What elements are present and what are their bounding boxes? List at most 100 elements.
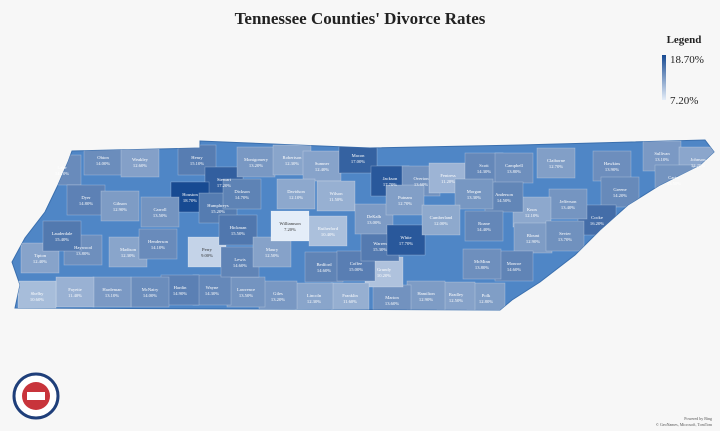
county-value: 15.40% (55, 237, 69, 242)
county-name: Warren (373, 241, 387, 246)
county-value: 13.40% (561, 205, 575, 210)
county-name: Knox (527, 207, 538, 212)
attribution: © GeoNames, Microsoft, TomTom (656, 422, 713, 428)
county-value: 12.30% (307, 299, 321, 304)
county-value: 17.20% (217, 183, 231, 188)
county-value: 11.60% (343, 299, 357, 304)
county-value: 14.20% (613, 193, 627, 198)
county-name: Macon (352, 153, 365, 158)
county-value: 11.50% (329, 197, 343, 202)
county-value: 15.10% (190, 161, 204, 166)
county-value: 10.20% (377, 273, 391, 278)
county-value: 14.10% (151, 245, 165, 250)
county-value: 12.00% (434, 221, 448, 226)
county-labels: Lake14.10%Obion14.00%Weakley12.60%Henry1… (30, 151, 706, 306)
county (548, 188, 588, 220)
county-value: 12.90% (113, 207, 127, 212)
county (294, 282, 334, 310)
county-name: Rutherford (318, 226, 339, 231)
county (316, 180, 356, 212)
county (386, 224, 426, 256)
county-name: Campbell (505, 163, 524, 168)
county-value: 13.70% (558, 237, 572, 242)
county-name: Overton (413, 176, 429, 181)
county-layer (17, 140, 714, 310)
county-value: 11.40% (68, 293, 82, 298)
county (140, 196, 180, 228)
county-value: 12.90% (419, 297, 433, 302)
county (545, 220, 585, 252)
county (252, 236, 292, 268)
county-name: Anderson (495, 192, 514, 197)
county-value: 17.70% (383, 182, 397, 187)
county-name: Perry (202, 247, 213, 252)
county-name: Coffee (350, 261, 362, 266)
map-title: Tennessee Counties' Divorce Rates (235, 9, 486, 28)
county (42, 154, 82, 186)
county-name: Monroe (507, 261, 522, 266)
county (600, 176, 640, 208)
county-value: 13.60% (414, 182, 428, 187)
county (406, 280, 446, 310)
county (226, 276, 266, 308)
county-name: Cumberland (430, 215, 453, 220)
county (654, 164, 694, 196)
county-value: 13.30% (467, 195, 481, 200)
county-name: Haywood (74, 245, 93, 250)
county-name: Polk (482, 293, 491, 298)
county-value: 11.20% (441, 179, 455, 184)
county (138, 228, 178, 260)
county-value: 12.40% (33, 259, 47, 264)
county (330, 282, 370, 310)
county-name: Marion (385, 295, 399, 300)
county-name: Henderson (148, 239, 169, 244)
county (220, 246, 260, 278)
county-name: Carroll (153, 207, 167, 212)
county-value: 14.60% (233, 263, 247, 268)
county-name: Sevier (559, 231, 571, 236)
legend-title: Legend (667, 34, 702, 46)
county-name: Johnson (690, 157, 706, 162)
county-name: Sumner (315, 161, 330, 166)
county-name: Wilson (329, 191, 343, 196)
county-name: Grundy (377, 267, 392, 272)
county-value: 12.30% (121, 253, 135, 258)
county-value: 14.40% (477, 227, 491, 232)
county-name: McNairy (142, 287, 159, 292)
county-name: Stewart (217, 177, 232, 182)
county-name: Dyer (81, 195, 91, 200)
county-value: 13.20% (271, 297, 285, 302)
county (536, 147, 576, 179)
county-name: Jackson (383, 176, 398, 181)
county-name: Tipton (34, 253, 47, 258)
county-name: Shelby (31, 291, 44, 296)
county-name: Lake (57, 165, 66, 170)
county-name: Fayette (68, 287, 82, 292)
county-value: 14.50% (497, 198, 511, 203)
county (338, 142, 378, 174)
county-value: 12.80% (479, 299, 493, 304)
county (17, 280, 57, 310)
county-value: 15.20% (211, 209, 225, 214)
county-name: Hardeman (102, 287, 122, 292)
county-value: 10.60% (30, 297, 44, 302)
county (308, 215, 348, 247)
county (222, 178, 262, 210)
county-value: 14.10% (55, 171, 69, 176)
county-name: Claiborne (547, 158, 565, 163)
county-value: 14.90% (173, 291, 187, 296)
attribution: Powered by Bing (684, 416, 712, 421)
county (592, 150, 632, 182)
county (494, 250, 534, 282)
county-name: Lauderdale (52, 231, 73, 236)
county-name: Putnam (398, 195, 412, 200)
county-value: 12.60% (133, 163, 147, 168)
county (55, 276, 95, 308)
county-name: Lewis (234, 257, 245, 262)
county-value: 13.50% (153, 213, 167, 218)
county (464, 210, 504, 242)
county-value: 10.40% (321, 232, 335, 237)
county (100, 190, 140, 222)
county (218, 214, 258, 246)
county-value: 13.20% (249, 163, 263, 168)
